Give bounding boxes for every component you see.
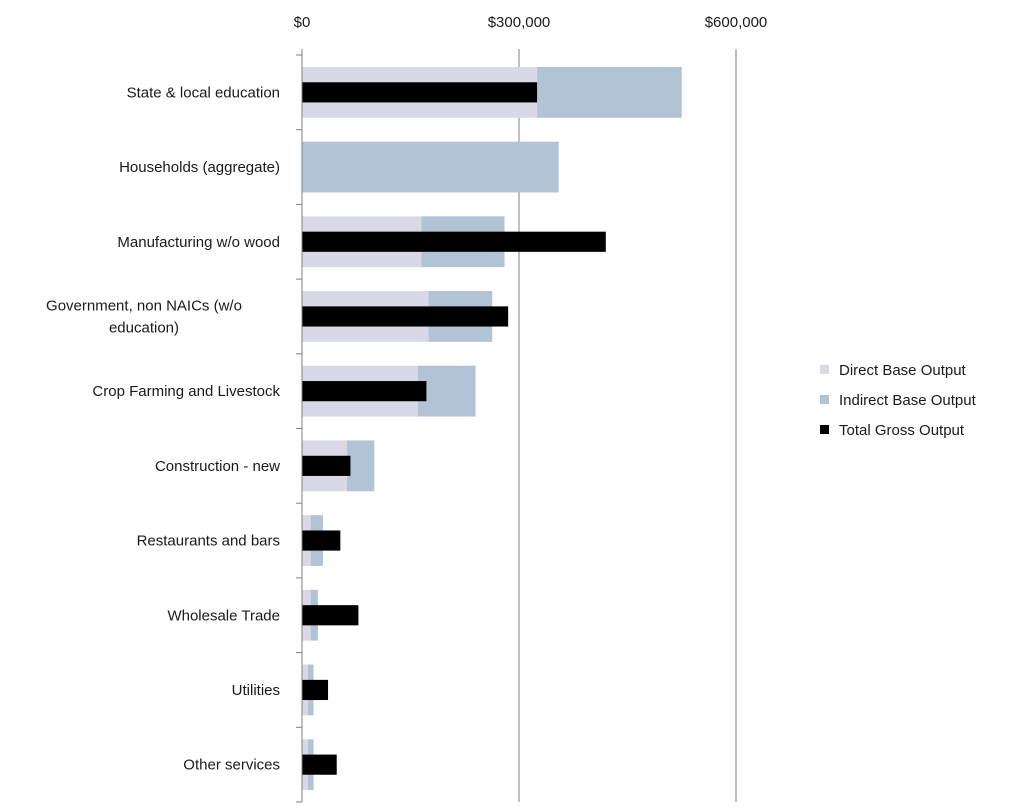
- bar-total-gross-output: [302, 231, 606, 252]
- category-label: Wholesale Trade: [167, 607, 280, 624]
- bar-total-gross-output: [302, 754, 337, 775]
- legend-item: Total Gross Output: [820, 422, 965, 439]
- bar-total-gross-output: [302, 530, 341, 551]
- legend-swatch: [820, 425, 829, 434]
- category-label: Manufacturing w/o wood: [117, 234, 280, 251]
- bar-total-gross-output: [302, 82, 538, 103]
- category-labels: State & local education Households (aggre…: [46, 84, 280, 773]
- category-label-line: Manufacturing w/o wood: [117, 234, 280, 251]
- bar-total-gross-output: [302, 306, 509, 327]
- category-label-line: education): [109, 319, 179, 336]
- legend-item: Indirect Base Output: [820, 392, 977, 409]
- bar-indirect-base-output: [346, 440, 375, 492]
- legend-label: Direct Base Output: [839, 362, 967, 379]
- legend-label: Total Gross Output: [839, 422, 965, 439]
- category-label: State & local education: [127, 84, 280, 101]
- category-label: Utilities: [232, 682, 280, 699]
- category-label-line: State & local education: [127, 84, 280, 101]
- category-label: Restaurants and bars: [137, 533, 280, 550]
- category-label-line: Crop Farming and Livestock: [92, 383, 280, 400]
- bar-indirect-base-output: [302, 141, 559, 193]
- x-tick-label: $300,000: [488, 14, 551, 31]
- legend: Direct Base Output Indirect Base Output To…: [820, 362, 977, 439]
- category-label: Government, non NAICs (w/o education): [46, 297, 242, 336]
- category-label-line: Other services: [183, 757, 280, 774]
- category-label: Crop Farming and Livestock: [92, 383, 280, 400]
- category-label-line: Government, non NAICs (w/o: [46, 297, 242, 314]
- x-tick-label: $0: [294, 14, 311, 31]
- category-label: Households (aggregate): [119, 159, 280, 176]
- category-label-line: Utilities: [232, 682, 280, 699]
- category-label: Construction - new: [155, 458, 280, 475]
- bar-total-gross-output: [302, 679, 329, 701]
- x-axis-ticks: $0 $300,000 $600,000: [294, 14, 768, 803]
- bar-total-gross-output: [302, 605, 359, 626]
- bar-total-gross-output: [302, 455, 351, 476]
- legend-swatch: [820, 365, 829, 374]
- x-tick-label: $600,000: [705, 14, 768, 31]
- category-label-line: Households (aggregate): [119, 159, 280, 176]
- bars: [302, 66, 682, 791]
- category-label-line: Restaurants and bars: [137, 533, 280, 550]
- category-label-line: Wholesale Trade: [167, 607, 280, 624]
- bar-indirect-base-output: [537, 66, 682, 118]
- legend-item: Direct Base Output: [820, 362, 967, 379]
- legend-swatch: [820, 395, 829, 404]
- category-label: Other services: [183, 757, 280, 774]
- bar-indirect-base-output: [417, 365, 476, 417]
- legend-label: Indirect Base Output: [839, 392, 977, 409]
- bar-total-gross-output: [302, 381, 427, 402]
- category-label-line: Construction - new: [155, 458, 280, 475]
